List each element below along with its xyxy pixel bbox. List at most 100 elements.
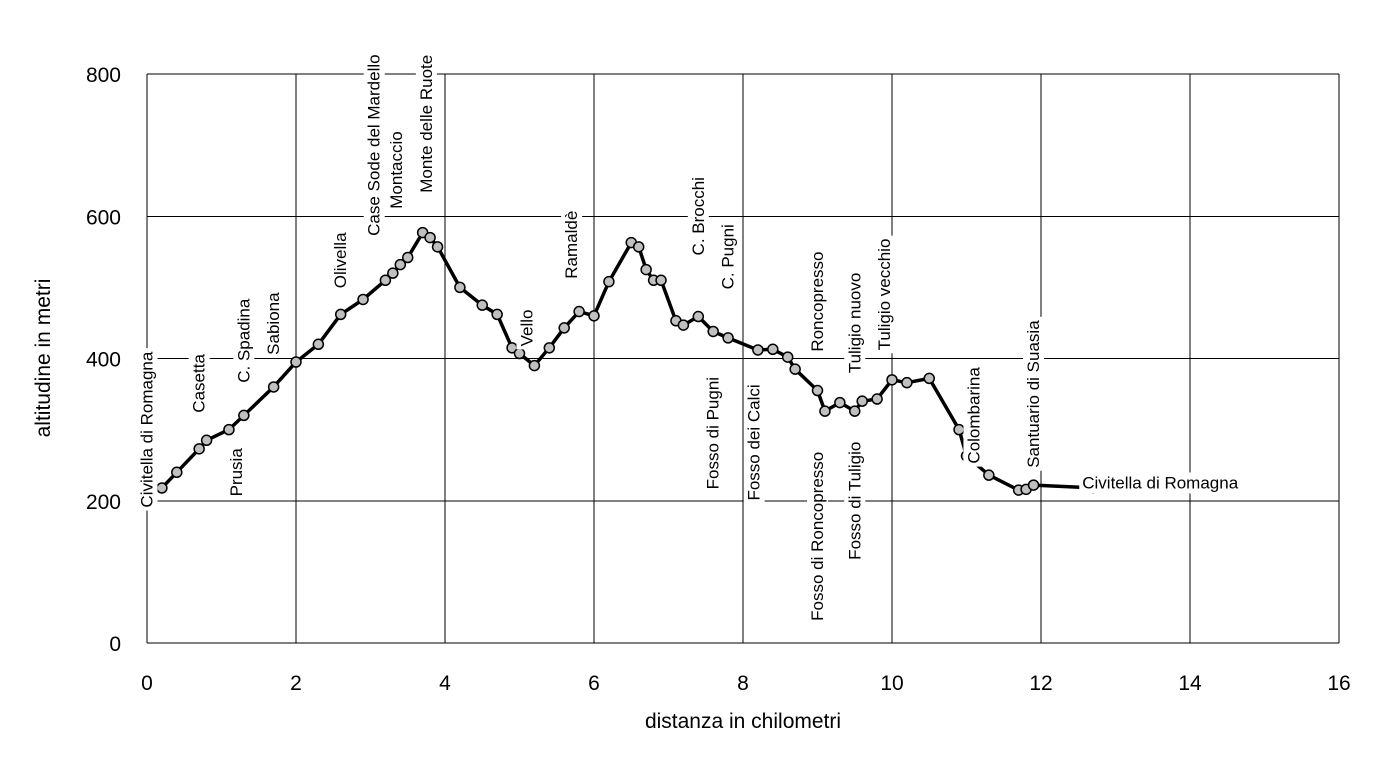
data-point xyxy=(387,267,399,279)
data-point xyxy=(767,343,779,356)
data-point xyxy=(491,308,503,321)
y-tick-label: 600 xyxy=(86,206,121,229)
place-label: Case Sode del Mardello xyxy=(363,51,385,239)
data-point xyxy=(849,405,861,417)
data-point xyxy=(223,423,235,436)
data-point xyxy=(752,344,764,356)
y-tick-label: 0 xyxy=(109,633,121,656)
x-tick-label: 16 xyxy=(1327,672,1350,695)
data-point xyxy=(402,251,414,264)
place-label: Tuligio vecchio xyxy=(874,235,896,354)
y-tick-label: 200 xyxy=(86,491,121,514)
place-label: Prusia xyxy=(225,444,247,500)
data-point xyxy=(454,281,466,294)
y-tick-label: 800 xyxy=(86,64,121,87)
axis-ticks: 0 2 4 6 8 10 12 14 16 0 200 400 600 800 xyxy=(86,64,1351,695)
data-point xyxy=(424,231,436,244)
data-point xyxy=(379,274,392,287)
data-point xyxy=(357,293,369,306)
place-label: Casetta xyxy=(188,350,210,416)
place-label-text: C. Brocchi xyxy=(689,177,708,255)
data-point xyxy=(923,372,935,385)
place-label: Fosso di Roncopresso xyxy=(807,448,828,624)
y-axis-label: altitudine in metri xyxy=(32,279,55,438)
place-label-background xyxy=(717,221,739,293)
place-label-background xyxy=(963,363,985,467)
place-label-background xyxy=(1079,472,1242,494)
place-label-background xyxy=(330,228,352,292)
place-label-text: Civitella di Romagna xyxy=(138,351,157,507)
place-label-text: C. Pugni xyxy=(719,224,738,289)
place-label-text: Tuligio nuovo xyxy=(845,273,864,374)
place-label: Fosso di Tuligio xyxy=(844,438,866,563)
data-point xyxy=(588,310,600,322)
place-label-background xyxy=(516,306,538,350)
data-point xyxy=(334,308,347,321)
place-label-text: Casetta xyxy=(190,354,209,413)
data-point xyxy=(811,384,824,397)
place-label-text: Colombarina xyxy=(964,367,983,464)
x-tick-label: 8 xyxy=(737,672,749,695)
place-label-text: Fosso di Pugni xyxy=(704,377,723,489)
x-tick-label: 4 xyxy=(439,672,451,695)
place-label-background xyxy=(415,51,437,196)
place-label: Sabiona xyxy=(263,288,285,358)
data-point xyxy=(856,395,868,407)
data-point xyxy=(692,310,705,323)
gridlines xyxy=(146,73,1340,644)
x-axis-label: distanza in chilometri xyxy=(645,710,841,733)
place-label: Montaccio xyxy=(386,128,408,212)
place-label-text: Tuligio vecchio xyxy=(875,239,894,351)
place-label-text: C. Spadina xyxy=(234,298,253,383)
data-point xyxy=(476,299,488,311)
data-point xyxy=(200,434,213,447)
place-label: C. Spadina xyxy=(233,295,255,386)
data-point xyxy=(722,332,734,344)
place-label-text: Sabiona xyxy=(264,292,283,355)
place-label: Ramaldè xyxy=(561,207,583,282)
place-labels: Civitella di Romagna Casetta Prusia C. Spad… xyxy=(136,51,1242,624)
data-point xyxy=(603,275,615,288)
data-point xyxy=(834,396,846,409)
x-tick-label: 10 xyxy=(880,672,903,695)
place-label: Fosso dei Calci xyxy=(743,381,765,504)
data-point xyxy=(558,322,570,334)
place-label-text: Santuario di Suasia xyxy=(1024,320,1043,468)
data-point xyxy=(238,409,250,422)
place-label-text: Fosso dei Calci xyxy=(745,384,764,500)
place-label: C. Brocchi xyxy=(687,174,709,259)
x-tick-label: 0 xyxy=(141,672,153,695)
data-point xyxy=(513,347,526,360)
place-label: Civitella di Romagna xyxy=(1079,472,1242,494)
place-label: Civitella di Romagna xyxy=(136,348,158,511)
data-point xyxy=(819,405,831,417)
place-label-background xyxy=(225,444,247,500)
place-label-text: Vello xyxy=(517,309,536,346)
data-point xyxy=(707,325,719,338)
data-point xyxy=(953,423,965,436)
data-point xyxy=(781,351,794,363)
data-point xyxy=(290,356,302,368)
place-label-text: Civitella di Romagna xyxy=(1082,473,1238,492)
place-label-background xyxy=(807,248,828,355)
data-point xyxy=(655,274,667,287)
place-label-background xyxy=(386,128,408,212)
data-point xyxy=(640,263,652,276)
place-label-background xyxy=(743,381,765,504)
data-point xyxy=(573,305,585,318)
y-tick-label: 400 xyxy=(86,349,121,372)
place-label-background xyxy=(702,373,724,493)
data-point xyxy=(677,319,690,331)
place-label-background xyxy=(844,269,866,377)
x-tick-label: 12 xyxy=(1029,672,1052,695)
place-label-background xyxy=(263,288,285,358)
data-point xyxy=(632,241,645,253)
data-point xyxy=(431,241,444,253)
data-point xyxy=(543,342,556,354)
place-label-background xyxy=(807,448,828,624)
x-tick-label: 2 xyxy=(290,672,302,695)
data-point xyxy=(156,482,168,494)
